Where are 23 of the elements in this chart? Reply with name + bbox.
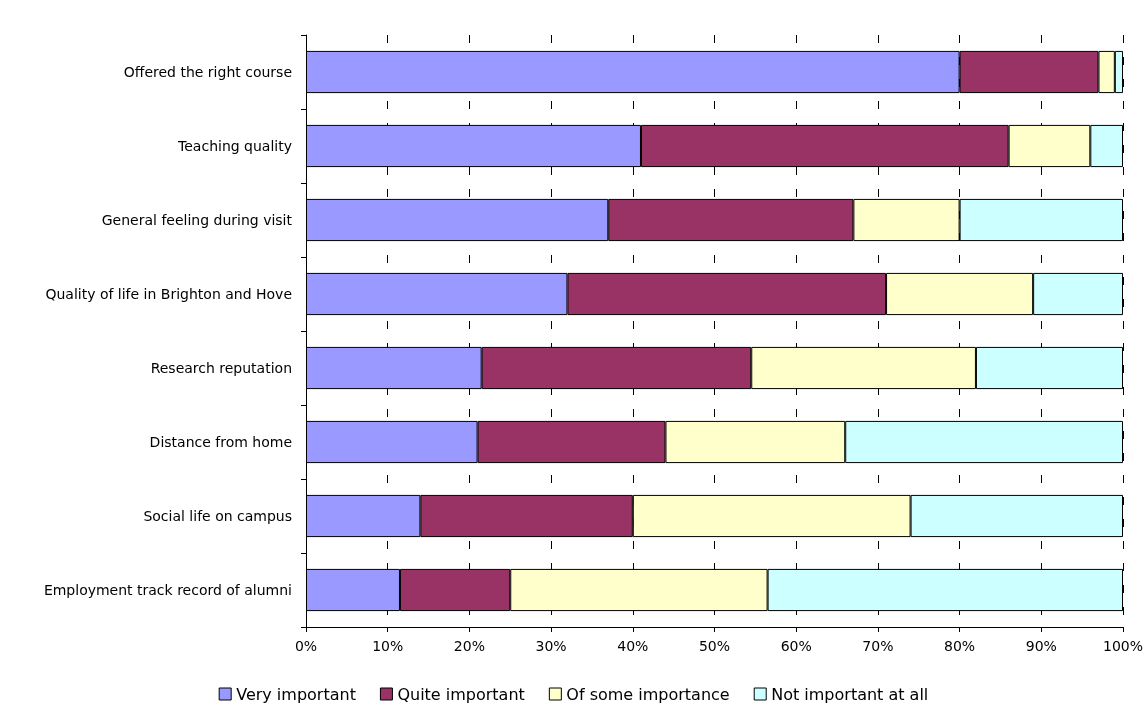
x-tick-label: 70% — [862, 638, 894, 654]
y-tick-label: Employment track record of alumni — [43, 582, 292, 598]
y-tick-label: Teaching quality — [177, 138, 292, 154]
x-tick-label: 30% — [535, 638, 567, 654]
y-tick-label: Offered the right course — [123, 64, 292, 80]
legend-label: Quite important — [397, 684, 525, 704]
y-tick-label: Research reputation — [150, 360, 292, 376]
x-tick-label: 100% — [1102, 638, 1144, 654]
x-tick-label: 20% — [453, 638, 485, 654]
x-tick-label: 40% — [617, 638, 649, 654]
x-tick-label: 0% — [294, 638, 318, 654]
x-tick-label: 90% — [1025, 638, 1057, 654]
x-tick-label: 50% — [698, 638, 731, 654]
x-tick-label: 10% — [372, 638, 404, 654]
y-tick-label: Distance from home — [149, 434, 292, 450]
legend-label: Very important — [236, 684, 356, 704]
x-tick-label: 60% — [780, 638, 812, 654]
y-tick-label: General feeling during visit — [101, 212, 293, 228]
x-tick-label: 80% — [944, 638, 976, 654]
legend-label: Of some importance — [566, 684, 730, 704]
legend-label: Not important at all — [771, 684, 929, 704]
y-tick-label: Social life on campus — [143, 508, 292, 524]
y-tick-label: Quality of life in Brighton and Hove — [45, 286, 292, 302]
